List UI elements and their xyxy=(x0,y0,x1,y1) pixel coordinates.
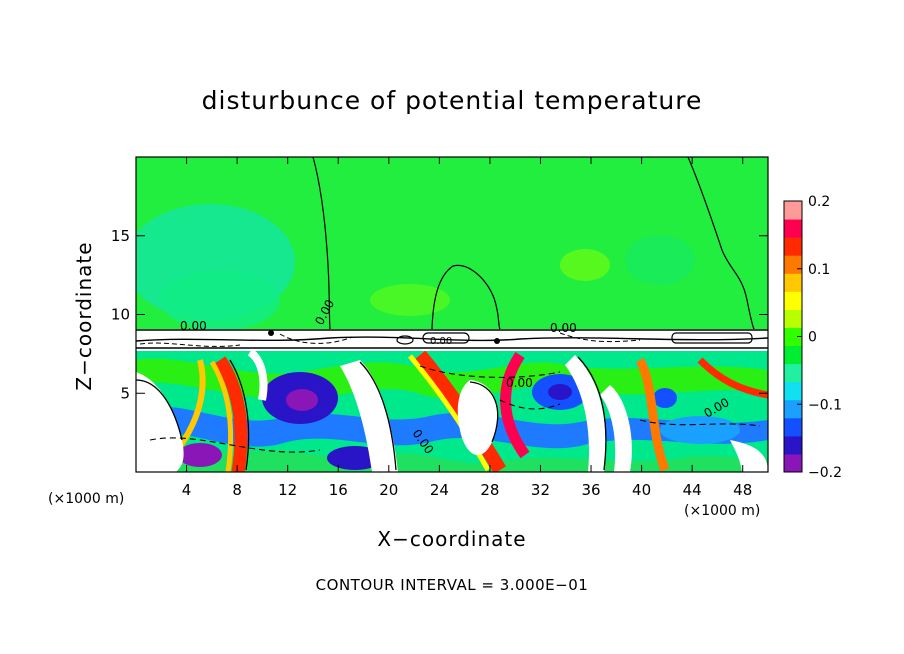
x-tick-label: 40 xyxy=(632,481,651,499)
y-tick-label: 10 xyxy=(111,306,130,324)
x-tick-label: 4 xyxy=(182,481,192,499)
colorbar-swatch xyxy=(784,417,802,437)
colorbar-swatch xyxy=(784,237,802,256)
colorbar-swatch xyxy=(784,363,802,383)
contour-label: 0.00 xyxy=(550,321,577,335)
x-tick-label: 24 xyxy=(430,481,449,499)
colorbar-swatch xyxy=(784,201,802,220)
chart-title: disturbunce of potential temperature xyxy=(201,86,703,115)
colorbar-swatch xyxy=(784,309,802,328)
colorbar-swatch xyxy=(784,291,802,310)
colorbar-swatch xyxy=(784,453,802,473)
y-tick-label: 15 xyxy=(111,227,130,245)
contour-label: 0.00 xyxy=(430,336,452,347)
lower-field xyxy=(136,351,768,472)
colorbar-tick-label: 0 xyxy=(808,330,817,346)
colorbar-tick-label: −0.1 xyxy=(808,397,842,413)
colorbar-swatch xyxy=(784,381,802,401)
x-unit-label-right: (×1000 m) xyxy=(684,503,761,519)
contour-label: 0.00 xyxy=(180,319,207,333)
x-tick-label: 20 xyxy=(379,481,398,499)
x-tick-label: 16 xyxy=(329,481,348,499)
contour-label: 0.00 xyxy=(506,376,533,390)
x-tick-label: 44 xyxy=(683,481,702,499)
x-axis-label: X−coordinate xyxy=(377,527,527,551)
x-tick-label: 32 xyxy=(531,481,550,499)
x-tick-label: 36 xyxy=(581,481,600,499)
x-tick-label: 28 xyxy=(480,481,499,499)
colorbar-tick-label: 0.1 xyxy=(808,262,830,278)
upper-field xyxy=(136,157,768,329)
contour-interval-note: CONTOUR INTERVAL = 3.000E−01 xyxy=(315,576,589,594)
x-tick-label: 48 xyxy=(733,481,752,499)
colorbar-swatch xyxy=(784,273,802,292)
colorbar-tick-label: 0.2 xyxy=(808,194,830,210)
y-tick-label: 5 xyxy=(120,384,130,402)
colorbar: 0.2 0.1 0 −0.1 −0.2 xyxy=(783,194,842,481)
x-unit-label-left: (×1000 m) xyxy=(48,491,125,507)
colorbar-swatch xyxy=(784,399,802,419)
colorbar-swatch xyxy=(784,435,802,455)
colorbar-swatch xyxy=(784,345,802,365)
x-tick-label: 8 xyxy=(232,481,242,499)
transition-band xyxy=(135,329,769,351)
colorbar-swatch xyxy=(784,255,802,274)
x-tick-label: 12 xyxy=(278,481,297,499)
colorbar-swatch xyxy=(784,327,802,347)
colorbar-tick-label: −0.2 xyxy=(808,465,842,481)
colorbar-swatch xyxy=(784,219,802,238)
